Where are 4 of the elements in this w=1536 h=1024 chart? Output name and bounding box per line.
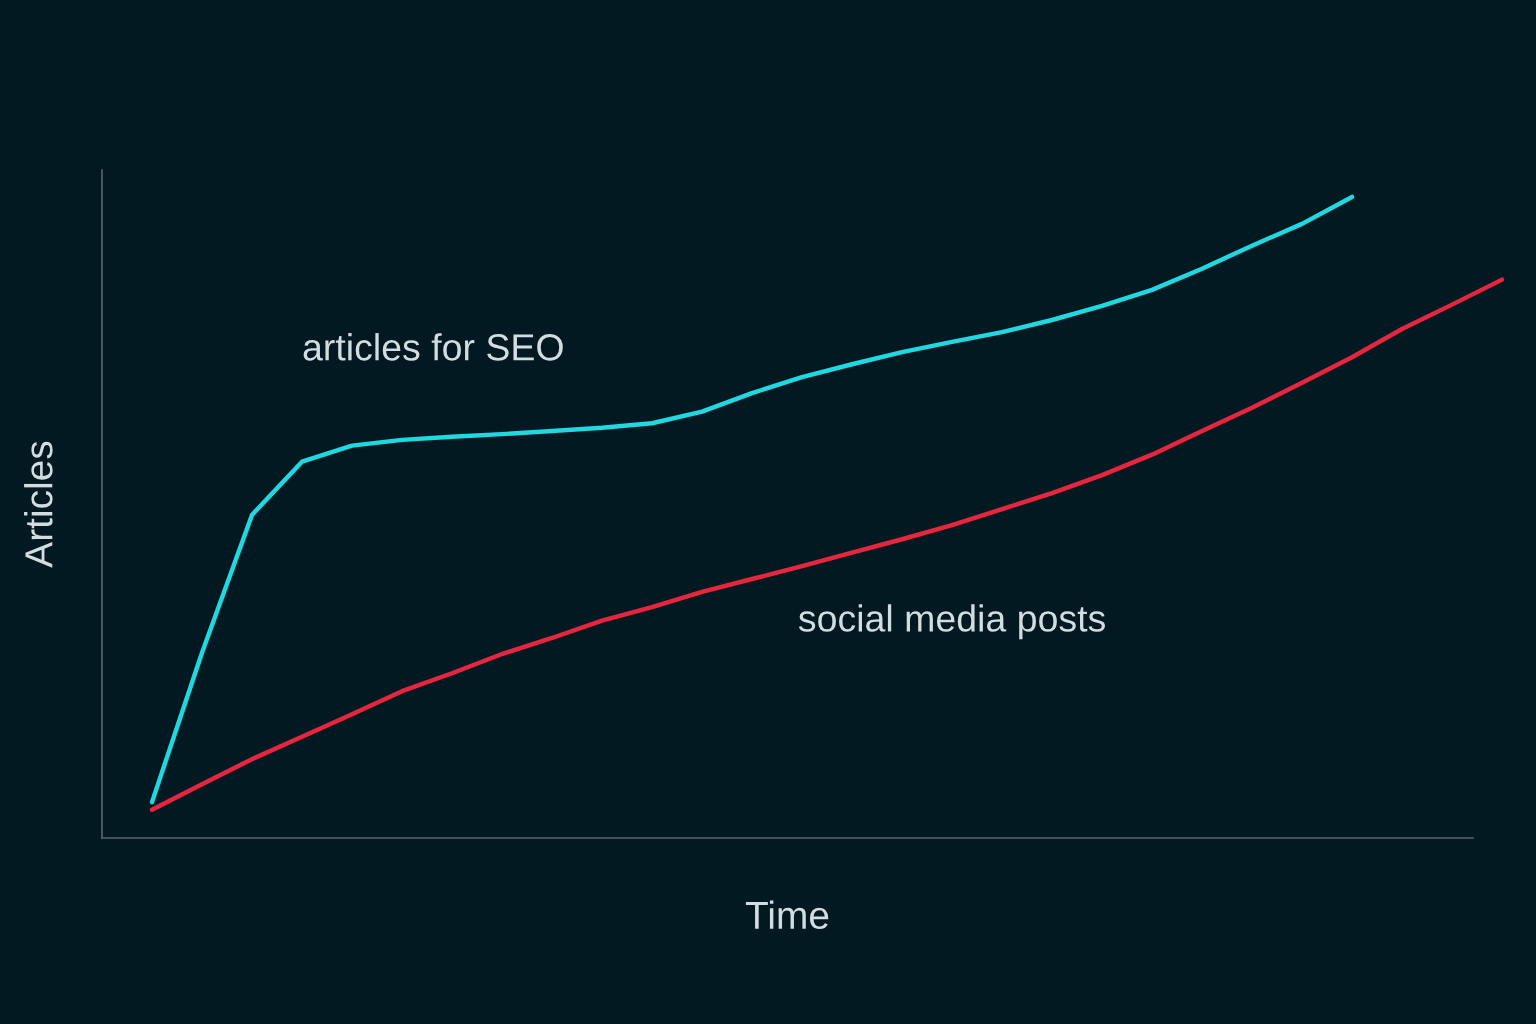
series-label: social media posts	[798, 604, 1105, 640]
x-axis-title: Time	[745, 900, 829, 930]
series-label: articles for SEO	[303, 333, 563, 361]
y-axis-title: Articles	[24, 441, 53, 568]
